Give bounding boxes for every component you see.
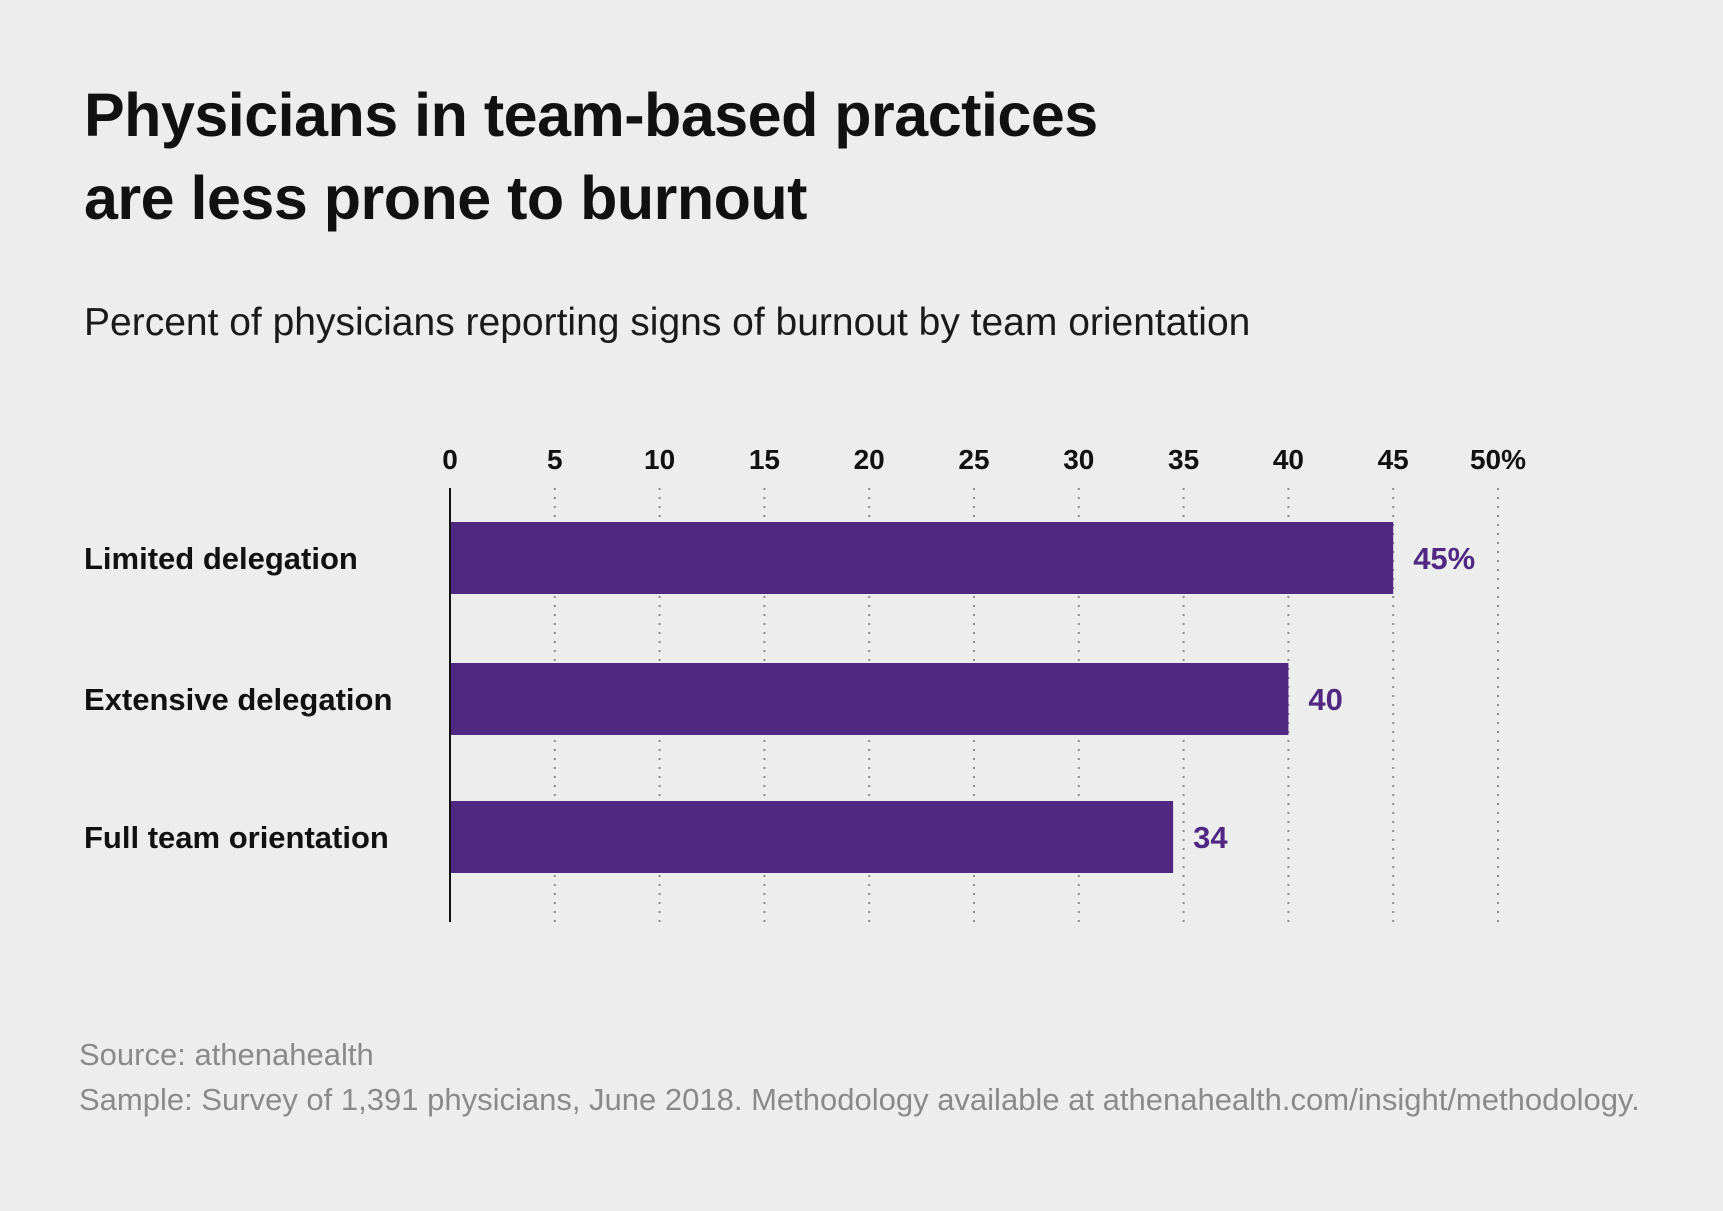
bar-chart: 0 5 10 15 20 25 30 35 40 45 50% Limited delegation 4…	[84, 444, 1526, 922]
value-label-2: 40	[1308, 682, 1342, 717]
x-tick-label-25: 25	[958, 444, 989, 475]
x-tick-label-35: 35	[1168, 444, 1199, 475]
bar-1	[450, 522, 1394, 594]
source-note: Source: athenahealth	[79, 1037, 374, 1072]
x-tick-label-50: 50%	[1470, 444, 1526, 475]
chart-subtitle: Percent of physicians reporting signs of…	[84, 301, 1251, 344]
x-tick-label-45: 45	[1378, 444, 1409, 475]
x-tick-label-10: 10	[644, 444, 675, 475]
x-tick-label-0: 0	[442, 444, 458, 475]
chart-title: Physicians in team-based practices are l…	[84, 74, 1284, 240]
value-label-3: 34	[1193, 820, 1228, 855]
category-label-3: Full team orientation	[84, 820, 389, 855]
x-tick-label-5: 5	[547, 444, 563, 475]
chart-title-line-1: Physicians in team-based practices	[84, 81, 1098, 149]
x-tick-label-20: 20	[854, 444, 885, 475]
x-tick-label-30: 30	[1063, 444, 1094, 475]
chart-title-line-2: are less prone to burnout	[84, 164, 808, 232]
bar-2	[450, 663, 1289, 735]
category-label-1: Limited delegation	[84, 541, 358, 576]
value-label-1: 45%	[1413, 541, 1475, 576]
category-label-2: Extensive delegation	[84, 682, 392, 717]
sample-note: Sample: Survey of 1,391 physicians, June…	[79, 1082, 1640, 1117]
bar-3	[450, 801, 1174, 873]
x-tick-label-40: 40	[1273, 444, 1304, 475]
x-tick-label-15: 15	[749, 444, 780, 475]
footer: Source: athenahealth Sample: Survey of 1…	[79, 1032, 1640, 1122]
